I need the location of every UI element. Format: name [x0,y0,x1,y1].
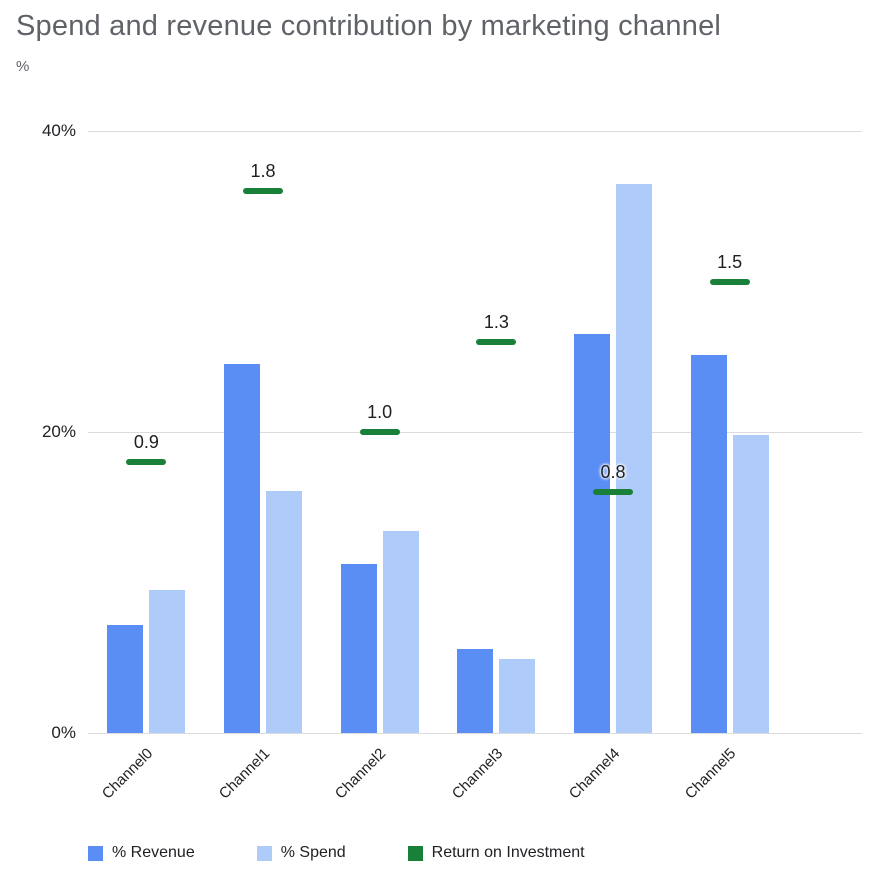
y-axis-tick-0: 0% [51,723,76,742]
bar-spend-channel2[interactable] [382,531,419,733]
y-axis-unit-label: % [16,58,30,75]
bar-spend-channel1[interactable] [265,490,302,733]
bar-spend-channel0[interactable] [149,590,186,733]
gridline-20 [88,432,862,433]
legend: % Revenue % Spend Return on Investment [88,844,647,862]
bar-spend-channel5[interactable] [732,435,769,733]
bar-revenue-channel0[interactable] [107,624,144,733]
bar-group-channel2: 1.0 Channel2 [321,131,438,802]
roi-dash-channel4[interactable] [592,489,633,496]
bar-group-channel3: 1.3 Channel3 [438,131,555,802]
roi-dash-channel3[interactable] [476,338,517,345]
bar-spend-channel4[interactable] [615,183,652,733]
bar-revenue-channel2[interactable] [340,564,377,733]
bar-revenue-channel3[interactable] [457,648,494,733]
gridline-40 [88,131,862,132]
legend-swatch-roi-icon [407,845,423,861]
legend-label-roi: Return on Investment [431,844,585,861]
roi-value-label-channel3: 1.3 [483,311,509,332]
bar-group-channel5: 1.5 Channel5 [671,131,788,802]
bar-group-channel0: 0.9 Channel0 [88,131,205,802]
baseline-axis [88,733,862,734]
plot-area: 0.9 Channel0 1.8 Channel1 1.0 Channel2 1.3 Chan… [88,131,862,802]
legend-swatch-spend-icon [256,845,272,861]
roi-value-label-channel4: 0.8 [600,462,626,483]
legend-item-spend[interactable]: % Spend [256,844,346,862]
bar-group-channel4: 0.8 Channel4 [555,131,672,802]
roi-dash-channel2[interactable] [359,429,400,435]
x-axis-label-channel2: Channel2 [332,745,390,803]
roi-value-label-channel1: 1.8 [250,161,276,182]
roi-dash-channel5[interactable] [709,278,750,285]
y-axis-tick-20: 20% [41,422,76,441]
legend-swatch-revenue-icon [88,845,103,861]
bar-spend-channel3[interactable] [499,659,536,733]
roi-value-label-channel5: 1.5 [717,251,743,272]
roi-dash-channel1[interactable] [242,188,283,195]
bar-revenue-channel5[interactable] [690,355,727,733]
bar-revenue-channel1[interactable] [223,364,260,733]
legend-label-spend: % Spend [280,844,346,861]
chart-title: Spend and revenue contribution by market… [16,10,722,42]
x-axis-label-channel0: Channel0 [98,745,157,803]
roi-value-label-channel0: 0.9 [133,432,159,453]
legend-item-revenue[interactable]: % Revenue [88,844,195,862]
bar-group-channel1: 1.8 Channel1 [205,131,322,802]
x-axis-label-channel4: Channel4 [565,745,624,803]
bar-revenue-channel4[interactable] [573,334,610,733]
legend-label-revenue: % Revenue [112,844,195,861]
x-axis-label-channel5: Channel5 [682,745,740,803]
y-axis-tick-40: 40% [41,121,76,140]
x-axis-label-channel1: Channel1 [215,745,274,803]
roi-dash-channel0[interactable] [126,459,167,466]
roi-value-label-channel2: 1.0 [367,402,393,422]
x-axis-label-channel3: Channel3 [448,745,507,803]
legend-item-roi[interactable]: Return on Investment [407,844,585,862]
